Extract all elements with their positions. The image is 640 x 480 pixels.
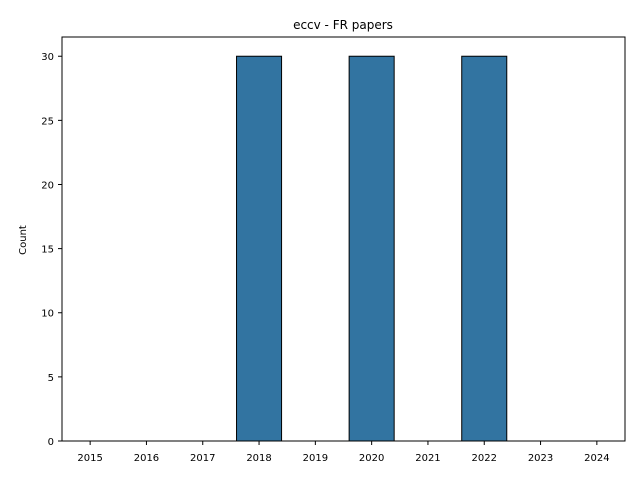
y-tick-label: 10	[41, 309, 54, 320]
x-tick-label: 2017	[190, 453, 215, 464]
y-tick-label: 5	[48, 373, 54, 384]
y-tick-label: 30	[41, 52, 54, 63]
x-axis-ticks: 2015 2016 2017 2018 2019 2020 2021 2022 2023 2024	[77, 441, 610, 464]
bar-2018	[236, 55, 283, 442]
x-tick-label: 2016	[134, 453, 159, 464]
chart-title: eccv - FR papers	[293, 18, 393, 32]
y-tick-label: 15	[41, 245, 54, 256]
y-tick-label: 0	[48, 437, 54, 448]
x-tick-label: 2023	[528, 453, 553, 464]
bar-2020	[348, 55, 395, 442]
bars-group	[236, 55, 508, 442]
x-tick-label: 2022	[472, 453, 497, 464]
y-tick-label: 20	[41, 180, 54, 191]
x-tick-label: 2024	[584, 453, 609, 464]
x-tick-label: 2020	[359, 453, 384, 464]
plot-frame	[61, 36, 626, 442]
x-tick-label: 2021	[415, 453, 440, 464]
y-tick-label: 25	[41, 116, 54, 127]
x-tick-label: 2018	[246, 453, 271, 464]
x-tick-label: 2015	[77, 453, 102, 464]
y-axis-label: Count	[18, 225, 29, 255]
bar-2022	[461, 55, 508, 442]
y-axis-ticks: 0 5 10 15 20 25 30	[41, 52, 62, 448]
x-tick-label: 2019	[303, 453, 328, 464]
